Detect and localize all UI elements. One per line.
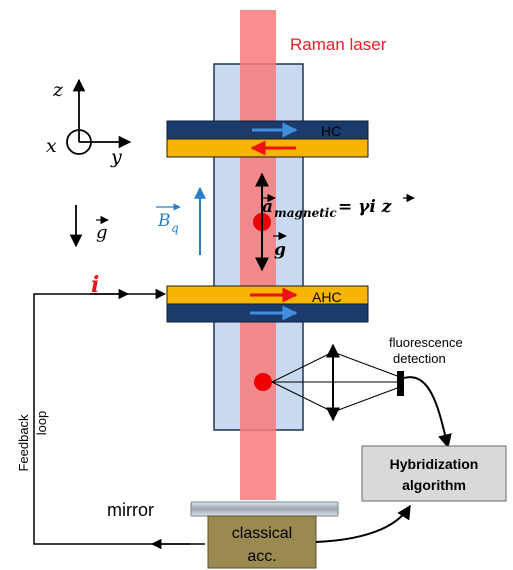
photodetector: [397, 371, 404, 396]
accel-subscript: magnetic: [274, 206, 337, 220]
ahc-label: AHC: [312, 289, 342, 305]
classical-accelerometer-box: classical acc.: [207, 515, 317, 569]
accel-a: a: [262, 197, 273, 217]
fluorescence-label-line2: detection: [393, 351, 446, 366]
feedback-loop-line: [33, 288, 205, 545]
raman-laser-beam: [240, 10, 276, 500]
atom-lower: [254, 373, 272, 391]
svg-text:acc.: acc.: [247, 548, 276, 565]
accel-g: g: [274, 240, 286, 260]
coordinate-axes: z x y: [46, 78, 132, 168]
svg-text:Feedback: Feedback: [16, 414, 31, 472]
fluorescence-optics: [271, 343, 452, 449]
gravity-indicator: g: [69, 205, 109, 248]
ahc-coil: AHC: [166, 285, 369, 323]
hc-label: HC: [321, 123, 341, 139]
b-field-label: B: [157, 211, 171, 231]
detector-to-algorithm-arrow: [403, 376, 452, 449]
x-axis-out-icon: [66, 129, 92, 155]
hc-coil: HC: [166, 120, 369, 158]
current-label: i: [91, 272, 99, 298]
hybridization-algorithm-box: Hybridization algorithm: [361, 445, 507, 502]
axis-x-label: x: [46, 135, 57, 157]
mirror: [190, 501, 339, 517]
acceleration-equation: a magnetic = γi z g: [262, 193, 415, 260]
axis-z-label: z: [52, 79, 64, 101]
axis-y-label: y: [110, 146, 122, 168]
mirror-label: mirror: [107, 500, 154, 520]
gravity-label: g: [96, 222, 108, 243]
svg-text:classical: classical: [232, 525, 292, 542]
feedback-loop-label: Feedback loop: [16, 411, 49, 472]
svg-text:loop: loop: [34, 411, 49, 436]
svg-text:Hybridization: Hybridization: [390, 456, 479, 472]
fluorescence-label-line1: fluorescence: [389, 335, 463, 350]
accel-rhs: = γi z: [338, 197, 392, 217]
classical-to-algorithm-arrow: [315, 504, 411, 543]
b-field: B q: [156, 186, 206, 255]
raman-laser-label: Raman laser: [290, 35, 387, 54]
b-field-subscript: q: [171, 221, 179, 235]
svg-text:algorithm: algorithm: [402, 477, 466, 493]
